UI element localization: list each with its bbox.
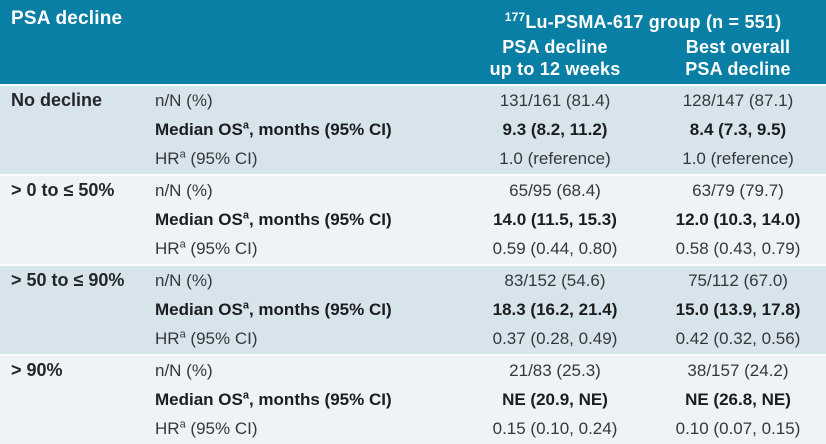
- table-row-nn: > 50 to ≤ 90% n/N (%) 83/152 (54.6) 75/1…: [0, 266, 826, 295]
- hr-label-main: HR: [155, 329, 180, 349]
- header-col1-label: PSA decline: [11, 8, 123, 29]
- os-label-rest: , months (95% CI): [248, 299, 392, 319]
- value-psa12w: 83/152 (54.6): [504, 270, 606, 290]
- category-label: > 0 to ≤ 50%: [11, 180, 115, 201]
- footnote-superscript: a: [242, 209, 249, 222]
- value-psa12w: NE (20.9, NE): [502, 389, 608, 409]
- os-label-main: Median OS: [155, 119, 243, 139]
- value-psa12w: 0.37 (0.28, 0.49): [492, 329, 618, 349]
- value-best-overall: 1.0 (reference): [682, 149, 794, 169]
- os-label-rest: , months (95% CI): [248, 119, 392, 139]
- table-row-hr: HRa (95% CI) 0.15 (0.10, 0.24) 0.10 (0.0…: [0, 415, 826, 444]
- row-label-median-os: Median OSa, months (95% CI): [145, 300, 460, 320]
- os-label-main: Median OS: [155, 389, 243, 409]
- footnote-superscript: a: [179, 328, 186, 341]
- hr-label-main: HR: [155, 149, 180, 169]
- table-row-hr: HRa (95% CI) 0.37 (0.28, 0.49) 0.42 (0.3…: [0, 325, 826, 354]
- category-label: > 90%: [11, 360, 63, 381]
- value-psa12w: 0.15 (0.10, 0.24): [492, 419, 618, 439]
- value-psa12w: 0.59 (0.44, 0.80): [492, 239, 618, 259]
- footnote-superscript: a: [242, 389, 249, 402]
- table-row-nn: No decline n/N (%) 131/161 (81.4) 128/14…: [0, 86, 826, 115]
- value-psa12w: 9.3 (8.2, 11.2): [502, 119, 608, 139]
- hr-label-rest: (95% CI): [185, 419, 258, 439]
- os-label-main: Median OS: [155, 209, 243, 229]
- table-row-median-os: Median OSa, months (95% CI) NE (20.9, NE…: [0, 385, 826, 414]
- row-label-nn: n/N (%): [155, 180, 213, 200]
- section-0-to-50: > 0 to ≤ 50% n/N (%) 65/95 (68.4) 63/79 …: [0, 174, 826, 264]
- table-row-nn: > 90% n/N (%) 21/83 (25.3) 38/157 (24.2): [0, 356, 826, 385]
- footnote-superscript: a: [242, 299, 249, 312]
- row-label-hr: HRa (95% CI): [145, 329, 460, 349]
- table-row-median-os: Median OSa, months (95% CI) 9.3 (8.2, 11…: [0, 115, 826, 144]
- footnote-superscript: a: [242, 119, 249, 132]
- hr-label-main: HR: [155, 239, 180, 259]
- table-row-hr: HRa (95% CI) 1.0 (reference) 1.0 (refere…: [0, 145, 826, 174]
- section-no-decline: No decline n/N (%) 131/161 (81.4) 128/14…: [0, 84, 826, 174]
- section-gt-90: > 90% n/N (%) 21/83 (25.3) 38/157 (24.2)…: [0, 354, 826, 444]
- row-label-nn: n/N (%): [155, 270, 213, 290]
- hr-label-rest: (95% CI): [185, 329, 258, 349]
- header-psa-decline-title: PSA decline: [0, 0, 460, 84]
- table-row-hr: HRa (95% CI) 0.59 (0.44, 0.80) 0.58 (0.4…: [0, 235, 826, 264]
- value-best-overall: 8.4 (7.3, 9.5): [689, 119, 787, 139]
- value-best-overall: 0.42 (0.32, 0.56): [675, 329, 801, 349]
- table-row-median-os: Median OSa, months (95% CI) 14.0 (11.5, …: [0, 205, 826, 234]
- hr-label-rest: (95% CI): [185, 239, 258, 259]
- table-header: PSA decline 177Lu-PSMA-617 group (n = 55…: [0, 0, 826, 84]
- category-label: > 50 to ≤ 90%: [11, 270, 125, 291]
- col4-line1: Best overall: [685, 37, 791, 57]
- row-label-nn: n/N (%): [155, 360, 213, 380]
- value-psa12w: 1.0 (reference): [499, 149, 611, 169]
- header-group-title: 177Lu-PSMA-617 group (n = 551): [460, 5, 826, 34]
- hr-label-rest: (95% CI): [185, 149, 258, 169]
- value-best-overall: 38/157 (24.2): [687, 360, 789, 380]
- header-col-best-overall: Best overall PSA decline: [650, 36, 826, 80]
- value-psa12w: 18.3 (16.2, 21.4): [492, 299, 618, 319]
- value-best-overall: 63/79 (79.7): [692, 180, 784, 200]
- footnote-superscript: a: [179, 418, 186, 431]
- row-label-hr: HRa (95% CI): [145, 149, 460, 169]
- row-label-nn: n/N (%): [155, 90, 213, 110]
- header-group-block: 177Lu-PSMA-617 group (n = 551) PSA decli…: [460, 0, 826, 84]
- col3-line1: PSA decline: [502, 37, 608, 57]
- footnote-superscript: a: [179, 148, 186, 161]
- col4-line2: PSA decline: [685, 59, 791, 79]
- value-psa12w: 21/83 (25.3): [509, 360, 601, 380]
- row-label-median-os: Median OSa, months (95% CI): [145, 390, 460, 410]
- col3-line2: up to 12 weeks: [489, 59, 621, 79]
- value-best-overall: 15.0 (13.9, 17.8): [675, 299, 801, 319]
- value-psa12w: 131/161 (81.4): [499, 90, 611, 110]
- row-label-hr: HRa (95% CI): [145, 419, 460, 439]
- section-50-to-90: > 50 to ≤ 90% n/N (%) 83/152 (54.6) 75/1…: [0, 264, 826, 354]
- value-best-overall: 0.58 (0.43, 0.79): [675, 239, 801, 259]
- value-best-overall: 75/112 (67.0): [688, 270, 788, 290]
- group-title-text: Lu-PSMA-617 group (n = 551): [525, 12, 782, 32]
- table-row-nn: > 0 to ≤ 50% n/N (%) 65/95 (68.4) 63/79 …: [0, 176, 826, 205]
- value-psa12w: 14.0 (11.5, 15.3): [493, 209, 617, 229]
- os-label-rest: , months (95% CI): [248, 209, 392, 229]
- hr-label-main: HR: [155, 419, 180, 439]
- row-label-median-os: Median OSa, months (95% CI): [145, 120, 460, 140]
- table-row-median-os: Median OSa, months (95% CI) 18.3 (16.2, …: [0, 295, 826, 324]
- header-subcolumns: PSA decline up to 12 weeks Best overall …: [460, 36, 826, 80]
- header-col-psa-12weeks: PSA decline up to 12 weeks: [460, 36, 650, 80]
- footnote-superscript: a: [179, 238, 186, 251]
- value-best-overall: NE (26.8, NE): [685, 389, 791, 409]
- isotope-superscript: 177: [504, 10, 526, 24]
- value-psa12w: 65/95 (68.4): [509, 180, 601, 200]
- value-best-overall: 128/147 (87.1): [682, 90, 794, 110]
- row-label-hr: HRa (95% CI): [145, 239, 460, 259]
- value-best-overall: 0.10 (0.07, 0.15): [675, 419, 801, 439]
- row-label-median-os: Median OSa, months (95% CI): [145, 210, 460, 230]
- category-label: No decline: [11, 90, 103, 111]
- os-label-rest: , months (95% CI): [248, 389, 392, 409]
- value-best-overall: 12.0 (10.3, 14.0): [675, 209, 801, 229]
- os-label-main: Median OS: [155, 299, 243, 319]
